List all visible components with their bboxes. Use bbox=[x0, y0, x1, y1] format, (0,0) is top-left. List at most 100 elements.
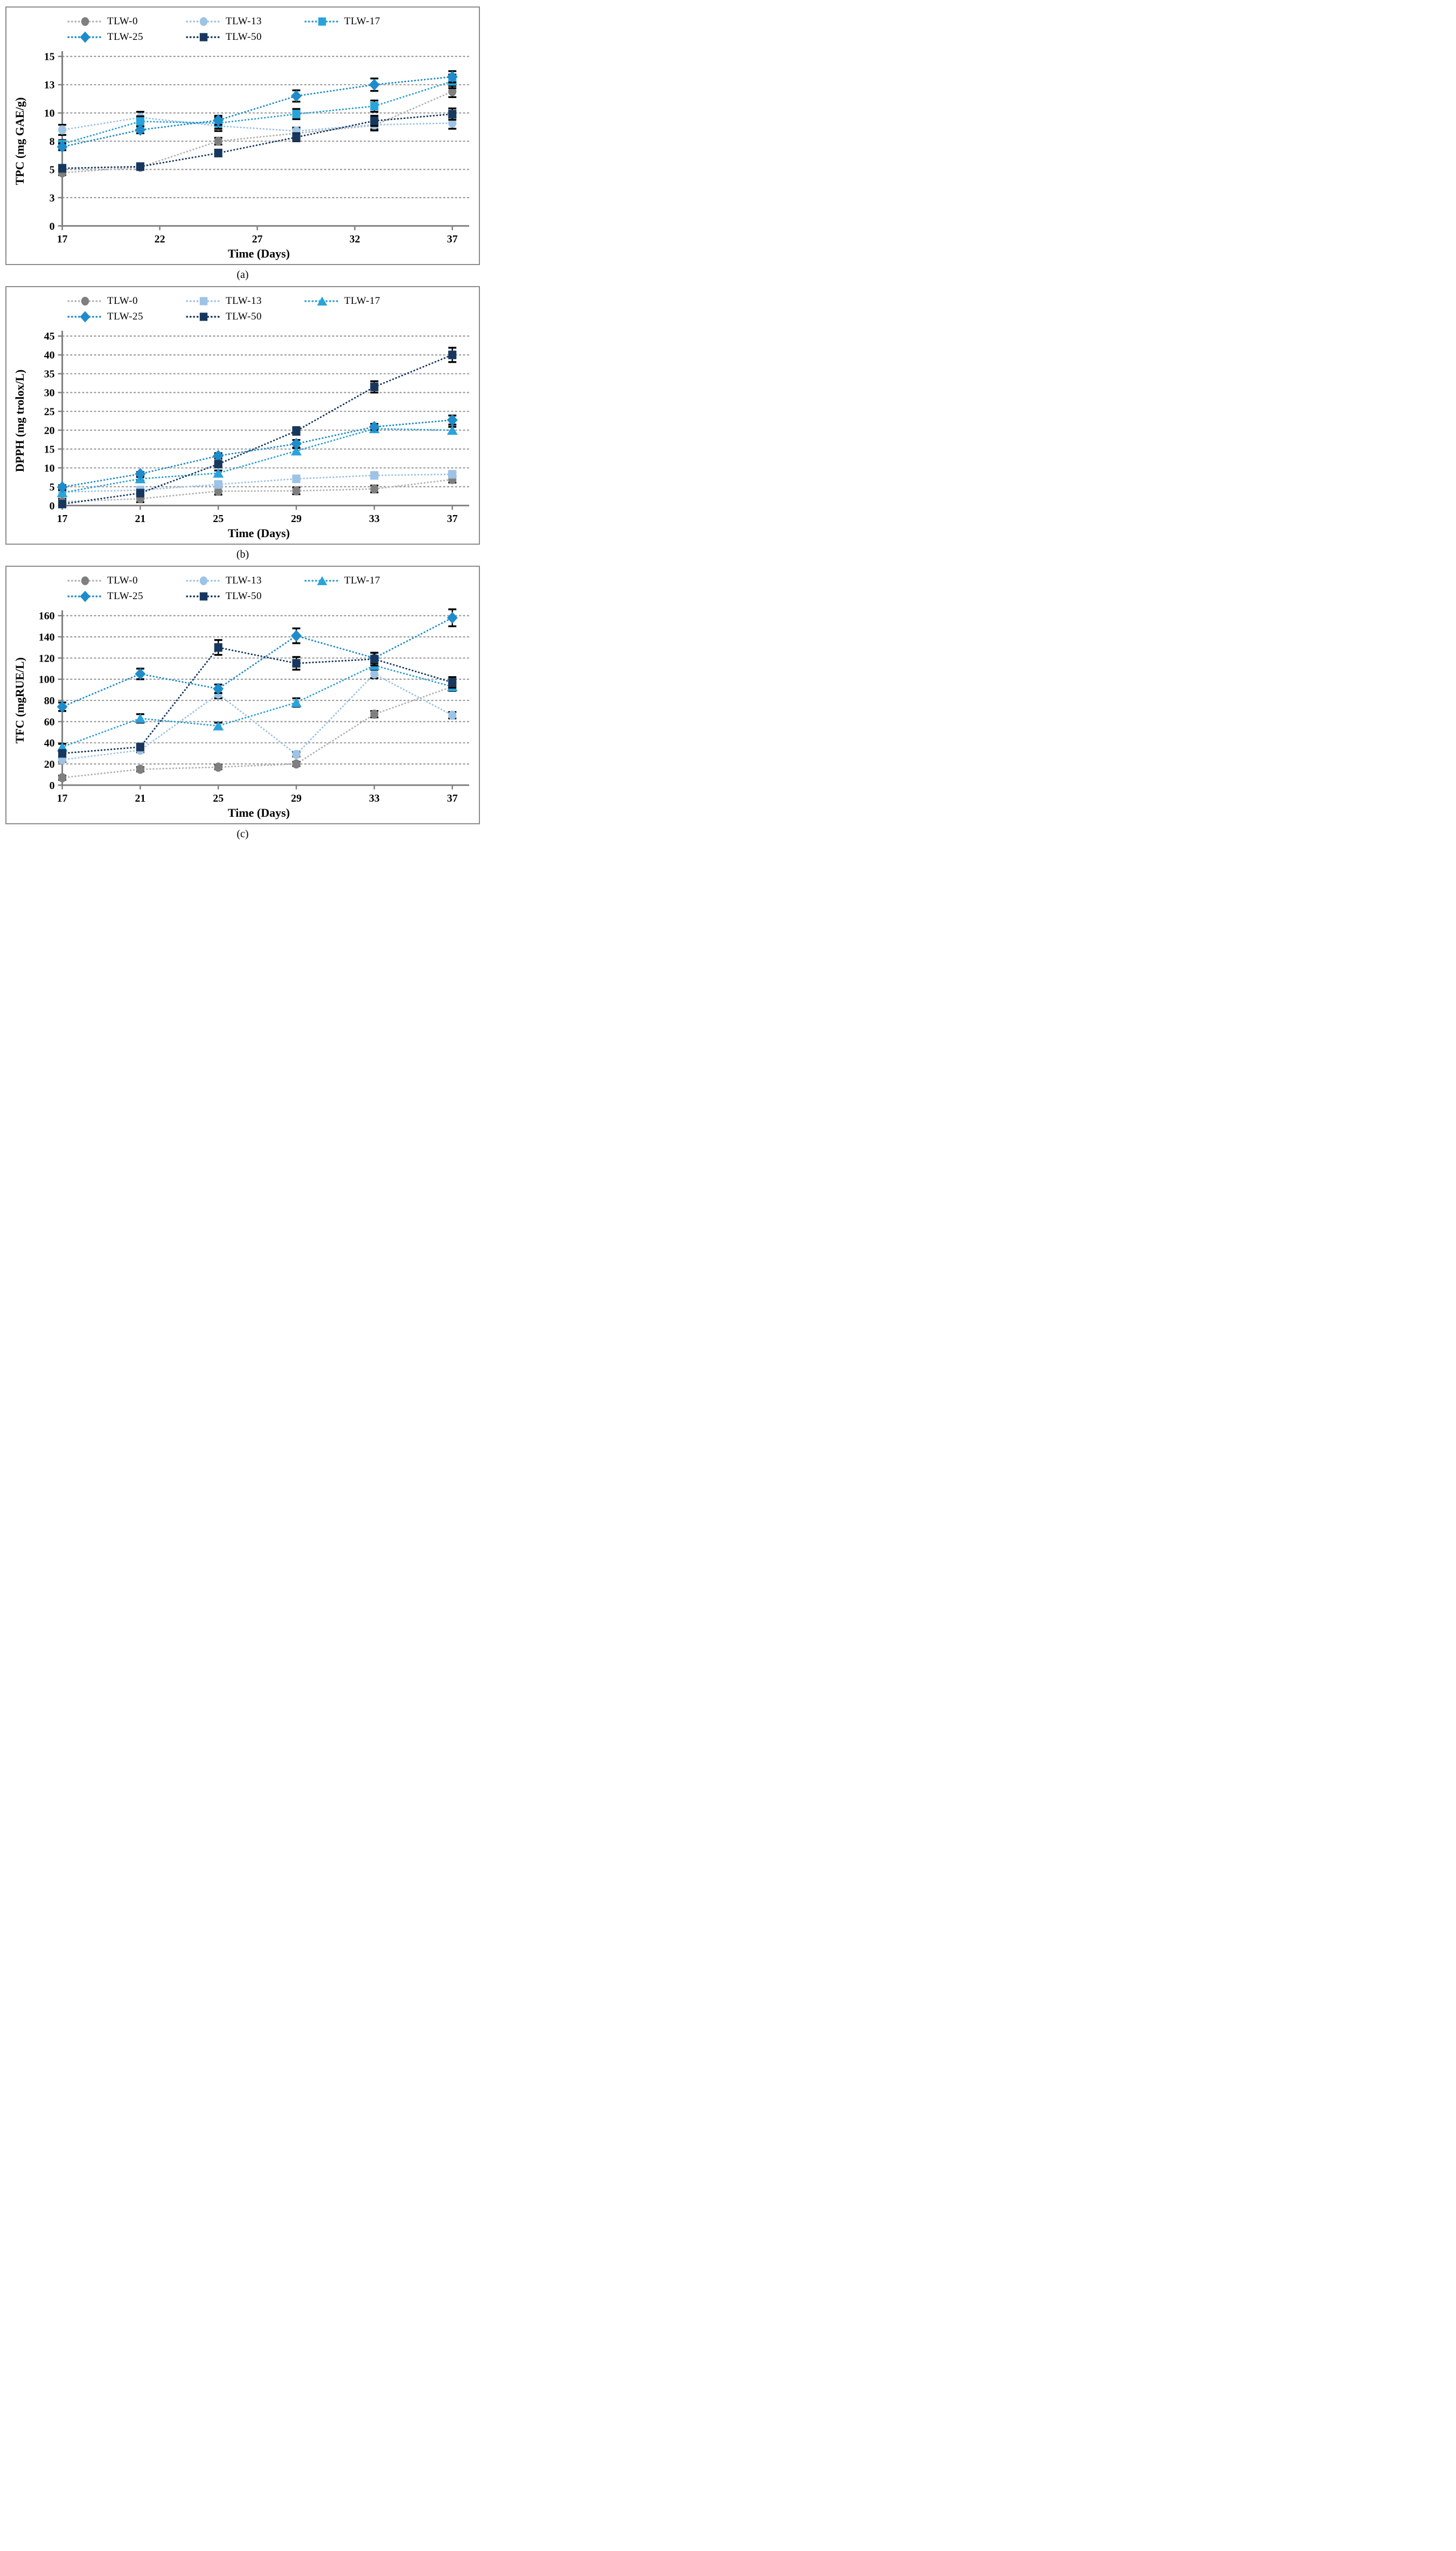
square-marker-icon bbox=[370, 471, 379, 480]
square-marker-icon bbox=[199, 312, 208, 321]
triangle-marker-icon bbox=[135, 713, 146, 723]
diamond-marker-icon bbox=[80, 31, 90, 43]
series-line bbox=[61, 428, 454, 494]
y-tick-label: 40 bbox=[44, 350, 55, 362]
triangle-marker-icon bbox=[213, 721, 224, 731]
x-tick-label: 29 bbox=[291, 513, 302, 525]
figure-a: TLW-0 TLW-13 TLW-17 TLW-25 TLW-50 0 3 5 8 10 13 15… bbox=[5, 6, 480, 286]
diamond-marker-icon bbox=[291, 90, 302, 102]
y-tick-label: 30 bbox=[44, 387, 55, 399]
y-tick-label: 0 bbox=[50, 780, 55, 791]
figure-b: TLW-0 TLW-13 TLW-17 TLW-25 TLW-50 0 5 10 15 20 25… bbox=[5, 286, 480, 566]
legend-marker-swatch bbox=[186, 576, 221, 585]
y-tick-label: 160 bbox=[39, 610, 55, 622]
diamond-marker-icon bbox=[447, 611, 458, 624]
x-tick-label: 22 bbox=[155, 233, 165, 245]
chart-a-box: TLW-0 TLW-13 TLW-17 TLW-25 TLW-50 0 3 5 8 10 13 15… bbox=[5, 6, 480, 265]
triangle-marker-icon bbox=[213, 468, 224, 478]
legend-marker-swatch bbox=[67, 31, 103, 43]
series-line bbox=[61, 685, 454, 779]
legend-label: TLW-13 bbox=[226, 15, 262, 27]
diamond-marker-icon bbox=[368, 79, 380, 91]
square-marker-icon bbox=[58, 164, 67, 173]
chart-c-plot: 0 20 40 60 80 100 120 140 160 17 21 25 29 33 37 TFC (mg… bbox=[13, 608, 470, 804]
square-marker-icon bbox=[214, 460, 222, 469]
series-line bbox=[61, 354, 454, 505]
y-tick-label: 0 bbox=[50, 220, 55, 232]
y-tick-label: 20 bbox=[44, 759, 55, 770]
legend-item-tlw-25: TLW-25 bbox=[67, 589, 186, 603]
square-marker-icon bbox=[136, 117, 144, 126]
circle-marker-icon bbox=[136, 764, 144, 774]
legend-item-tlw-13: TLW-13 bbox=[186, 294, 304, 308]
legend-label: TLW-25 bbox=[107, 590, 144, 602]
square-marker-icon bbox=[214, 480, 222, 489]
circle-marker-icon bbox=[448, 118, 457, 128]
circle-marker-icon bbox=[81, 17, 89, 26]
y-tick-label: 25 bbox=[44, 406, 55, 418]
square-marker-icon bbox=[199, 32, 208, 41]
chart-a-caption: (a) bbox=[236, 269, 249, 281]
square-marker-icon bbox=[292, 133, 301, 142]
legend-marker-swatch bbox=[186, 296, 221, 305]
circle-marker-icon bbox=[292, 759, 301, 769]
square-marker-icon bbox=[136, 489, 144, 498]
triangle-marker-icon bbox=[291, 698, 302, 707]
diamond-marker-icon bbox=[135, 668, 146, 680]
y-tick-label: 15 bbox=[44, 51, 55, 63]
y-tick-label: 140 bbox=[39, 631, 55, 643]
circle-marker-icon bbox=[370, 669, 379, 679]
circle-marker-icon bbox=[292, 486, 301, 496]
chart-a-plot: 0 3 5 8 10 13 15 17 22 27 32 37 TPC (mg GAE/g) bbox=[13, 51, 470, 245]
series-line bbox=[61, 91, 454, 174]
x-tick-label: 17 bbox=[57, 513, 68, 525]
series-line bbox=[61, 647, 454, 754]
y-tick-label: 40 bbox=[44, 738, 55, 749]
diamond-marker-icon bbox=[135, 468, 146, 480]
series-line bbox=[61, 80, 454, 145]
legend-label: TLW-17 bbox=[344, 574, 381, 586]
chart-c-box: TLW-0 TLW-13 TLW-17 TLW-25 TLW-50 0 20 40 60 80 1… bbox=[5, 566, 480, 824]
x-tick-label: 32 bbox=[350, 233, 360, 245]
chart-b-x-axis-title: Time (Days) bbox=[227, 526, 290, 540]
square-marker-icon bbox=[199, 296, 208, 305]
legend-marker-swatch bbox=[304, 296, 340, 305]
figure-c: TLW-0 TLW-13 TLW-17 TLW-25 TLW-50 0 20 40 60 80 1… bbox=[5, 566, 480, 845]
x-tick-label: 37 bbox=[447, 793, 458, 804]
legend-label: TLW-50 bbox=[226, 310, 262, 322]
y-tick-label: 13 bbox=[44, 79, 55, 91]
diamond-marker-icon bbox=[213, 683, 224, 695]
legend-marker-swatch bbox=[186, 32, 221, 41]
legend-marker-swatch bbox=[186, 17, 221, 26]
legend-marker-swatch bbox=[186, 312, 221, 321]
y-tick-label: 35 bbox=[44, 369, 55, 380]
series-line bbox=[61, 419, 454, 488]
diamond-marker-icon bbox=[57, 481, 68, 493]
legend-item-tlw-13: TLW-13 bbox=[186, 573, 304, 588]
legend-item-tlw-50: TLW-50 bbox=[186, 309, 304, 324]
chart-a-plot-row: 0 3 5 8 10 13 15 17 22 27 32 37 TPC (mg GAE/g) bbox=[11, 46, 475, 247]
circle-marker-icon bbox=[214, 762, 222, 772]
y-tick-label: 100 bbox=[39, 674, 55, 686]
legend-label: TLW-50 bbox=[226, 590, 262, 602]
legend-label: TLW-0 bbox=[107, 15, 138, 27]
square-marker-icon bbox=[370, 116, 379, 126]
y-tick-label: 5 bbox=[50, 164, 55, 176]
square-marker-icon bbox=[136, 742, 144, 752]
series-line bbox=[61, 617, 454, 708]
y-tick-label: 5 bbox=[50, 481, 55, 493]
legend-label: TLW-50 bbox=[226, 31, 262, 43]
circle-marker-icon bbox=[58, 773, 67, 783]
square-marker-icon bbox=[292, 109, 301, 119]
square-marker-icon bbox=[370, 383, 379, 392]
legend-item-tlw-17: TLW-17 bbox=[304, 294, 423, 308]
square-marker-icon bbox=[58, 499, 67, 509]
legend-marker-swatch bbox=[67, 311, 103, 322]
legend-item-tlw-17: TLW-17 bbox=[304, 573, 423, 588]
x-tick-label: 33 bbox=[369, 793, 380, 804]
legend-label: TLW-17 bbox=[344, 295, 381, 307]
chart-c-plot-row: 0 20 40 60 80 100 120 140 160 17 21 25 29 33 37 TFC (mg… bbox=[11, 606, 475, 806]
series-line bbox=[61, 76, 454, 148]
legend-item-tlw-0: TLW-0 bbox=[67, 573, 186, 588]
series-line bbox=[61, 116, 454, 132]
